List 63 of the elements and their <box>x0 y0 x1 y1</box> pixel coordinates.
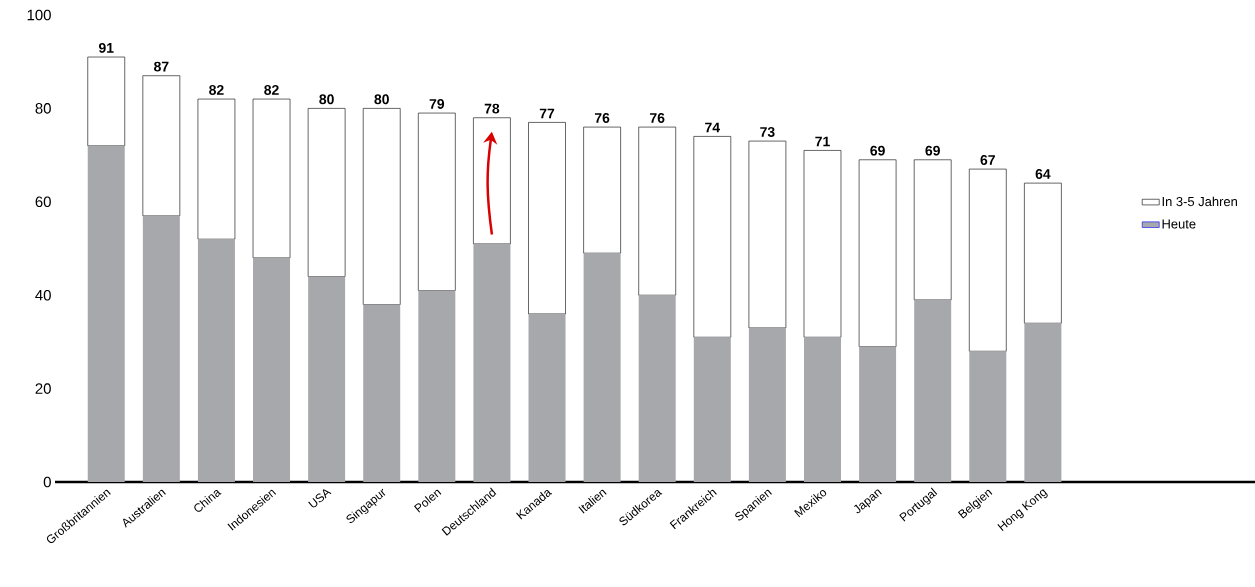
bar <box>418 112 456 291</box>
bar <box>969 351 1007 482</box>
bar <box>253 257 291 482</box>
bar <box>142 75 181 217</box>
bar <box>583 126 621 254</box>
bar <box>307 108 346 277</box>
total-label: 91 <box>98 42 114 53</box>
bar <box>142 215 180 482</box>
bar <box>473 117 511 245</box>
bar <box>528 313 566 482</box>
bar <box>197 98 236 240</box>
bar <box>859 346 897 482</box>
y-tick-label: 40 <box>35 289 51 301</box>
y-tick-label: 80 <box>35 103 51 114</box>
y-tick-label: 0 <box>43 476 51 488</box>
bar <box>693 337 731 482</box>
legend-label: Heute <box>1162 219 1196 229</box>
bar <box>363 304 401 482</box>
bar <box>914 299 952 482</box>
bar <box>87 56 126 147</box>
bar <box>858 159 897 347</box>
total-label: 78 <box>484 103 500 114</box>
bar <box>693 136 732 338</box>
total-label: 73 <box>760 127 775 137</box>
bar <box>583 253 621 482</box>
bar <box>197 239 235 482</box>
bar <box>748 327 786 482</box>
total-label: 69 <box>870 145 885 156</box>
bar <box>308 276 346 482</box>
bar <box>803 150 842 338</box>
bar <box>804 337 841 482</box>
bar <box>748 140 787 329</box>
bar <box>362 108 401 305</box>
legend-label: In 3-5 Jahren <box>1162 196 1237 207</box>
y-tick-label: 60 <box>35 196 51 208</box>
total-label: 71 <box>815 136 830 147</box>
bar <box>638 126 677 296</box>
total-label: 79 <box>429 99 445 109</box>
bar <box>638 295 676 482</box>
x-tick-label: USA <box>308 489 332 508</box>
total-label: 69 <box>925 145 940 156</box>
bar <box>473 243 511 482</box>
total-label: 87 <box>154 61 169 72</box>
total-label: 82 <box>264 84 279 95</box>
bar <box>968 168 1007 352</box>
bar <box>252 98 291 259</box>
bar <box>418 290 456 482</box>
total-label: 76 <box>594 113 610 123</box>
y-tick-label: 100 <box>27 9 51 21</box>
bar <box>1024 182 1062 324</box>
y-tick-label: 20 <box>35 383 51 394</box>
bar <box>528 122 566 315</box>
bar <box>87 145 125 482</box>
total-label: 74 <box>705 122 720 133</box>
total-label: 80 <box>319 94 334 105</box>
total-label: 64 <box>1035 169 1051 179</box>
total-label: 77 <box>539 108 555 119</box>
total-label: 82 <box>209 84 224 95</box>
total-label: 80 <box>374 94 389 105</box>
total-label: 76 <box>650 113 665 123</box>
total-label: 67 <box>980 155 995 165</box>
bar <box>1024 323 1062 482</box>
bar <box>913 159 952 301</box>
